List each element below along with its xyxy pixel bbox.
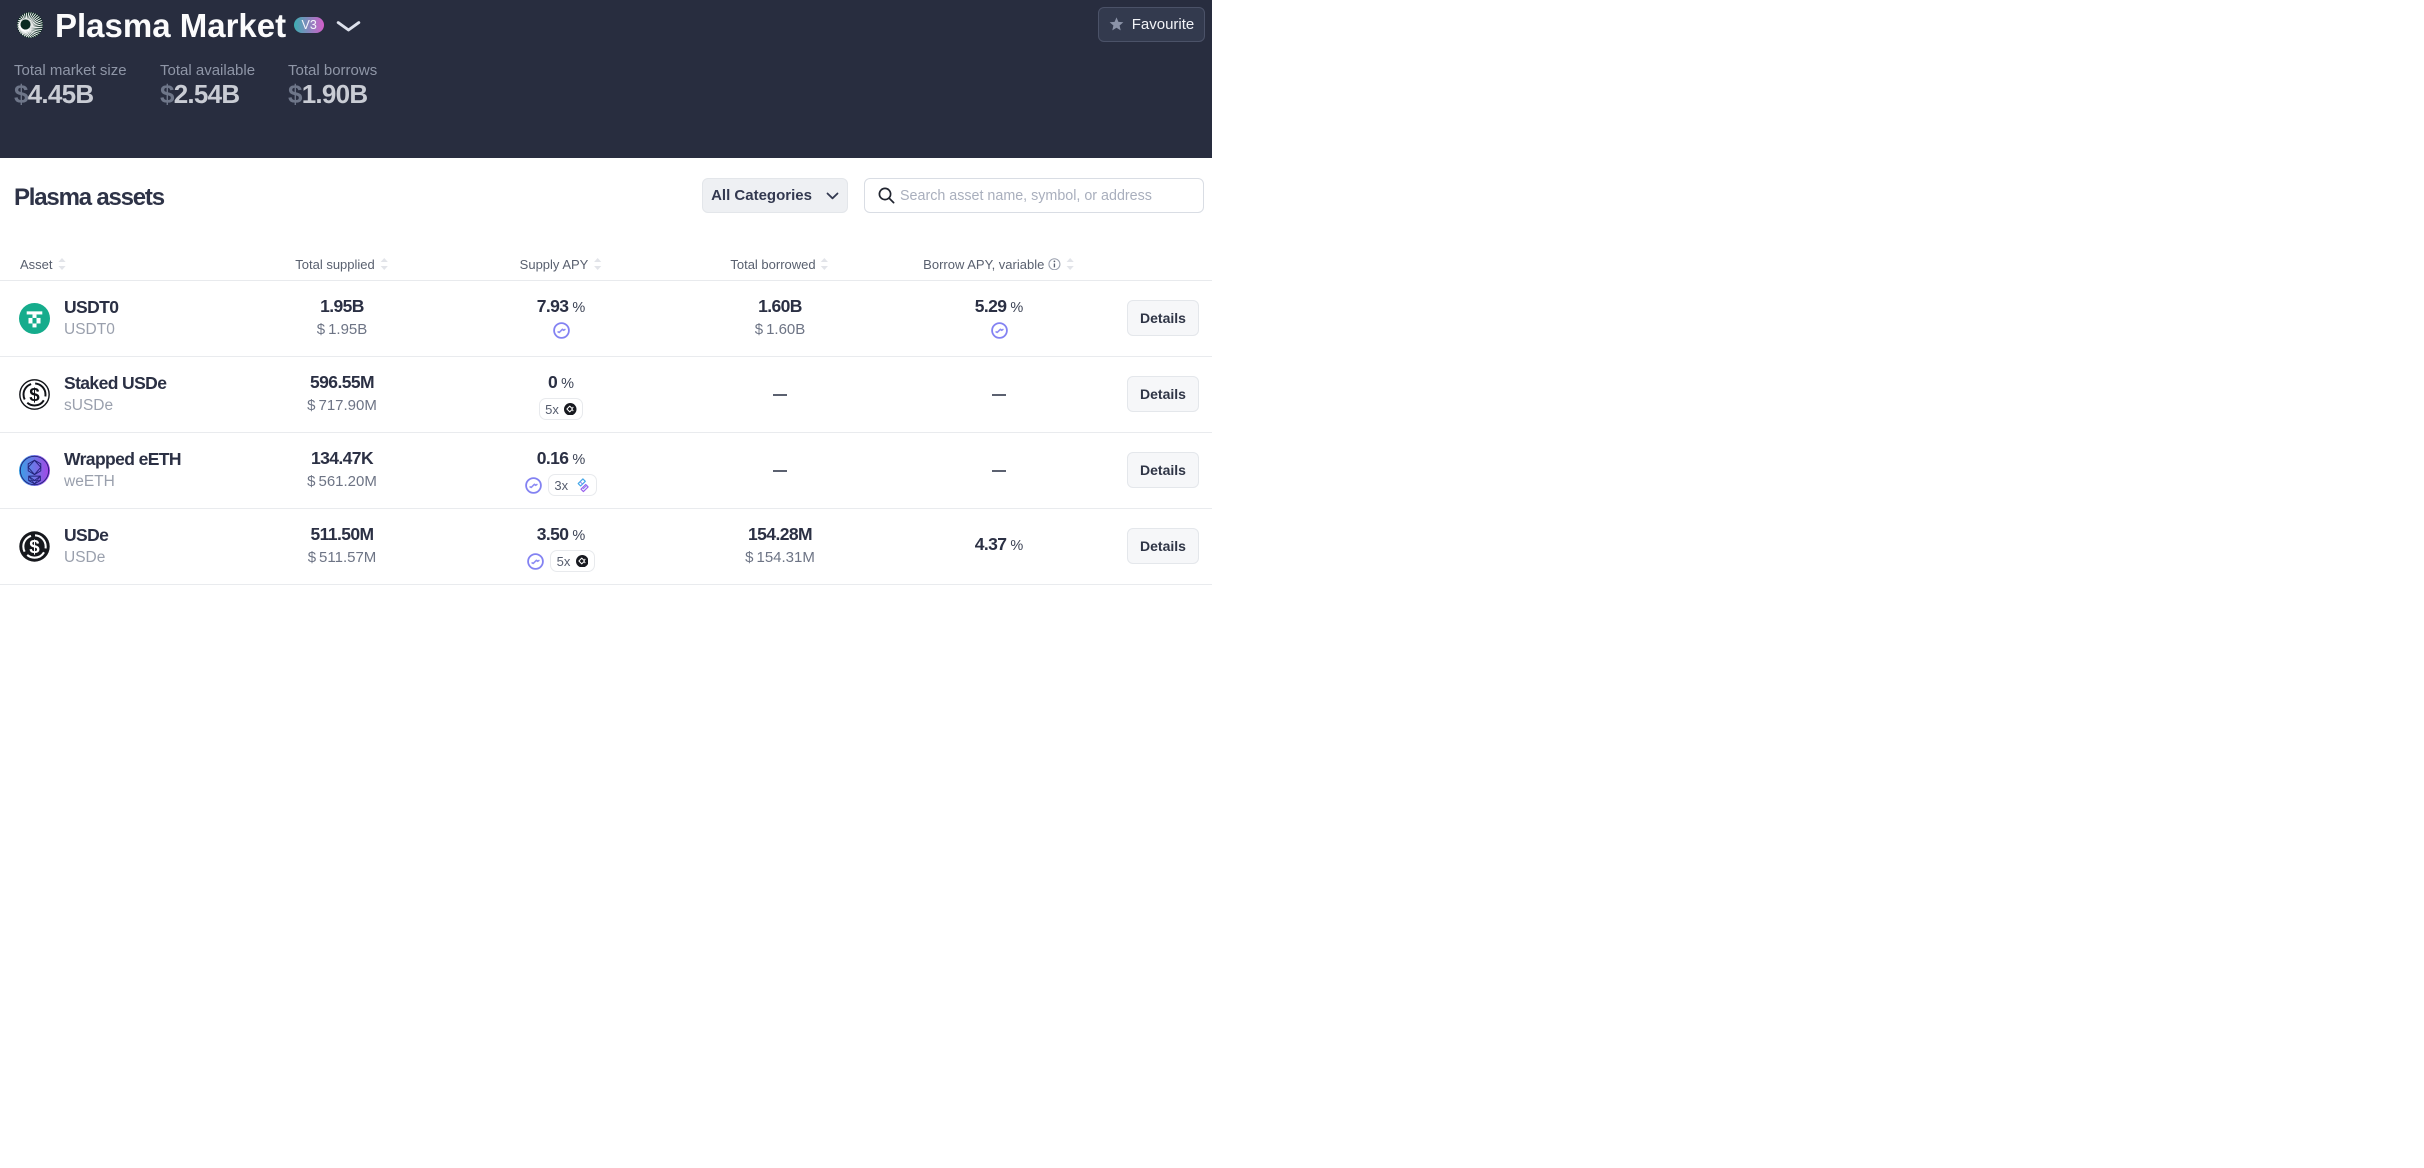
- svg-text:$: $: [29, 536, 40, 557]
- svg-text:$: $: [29, 384, 40, 405]
